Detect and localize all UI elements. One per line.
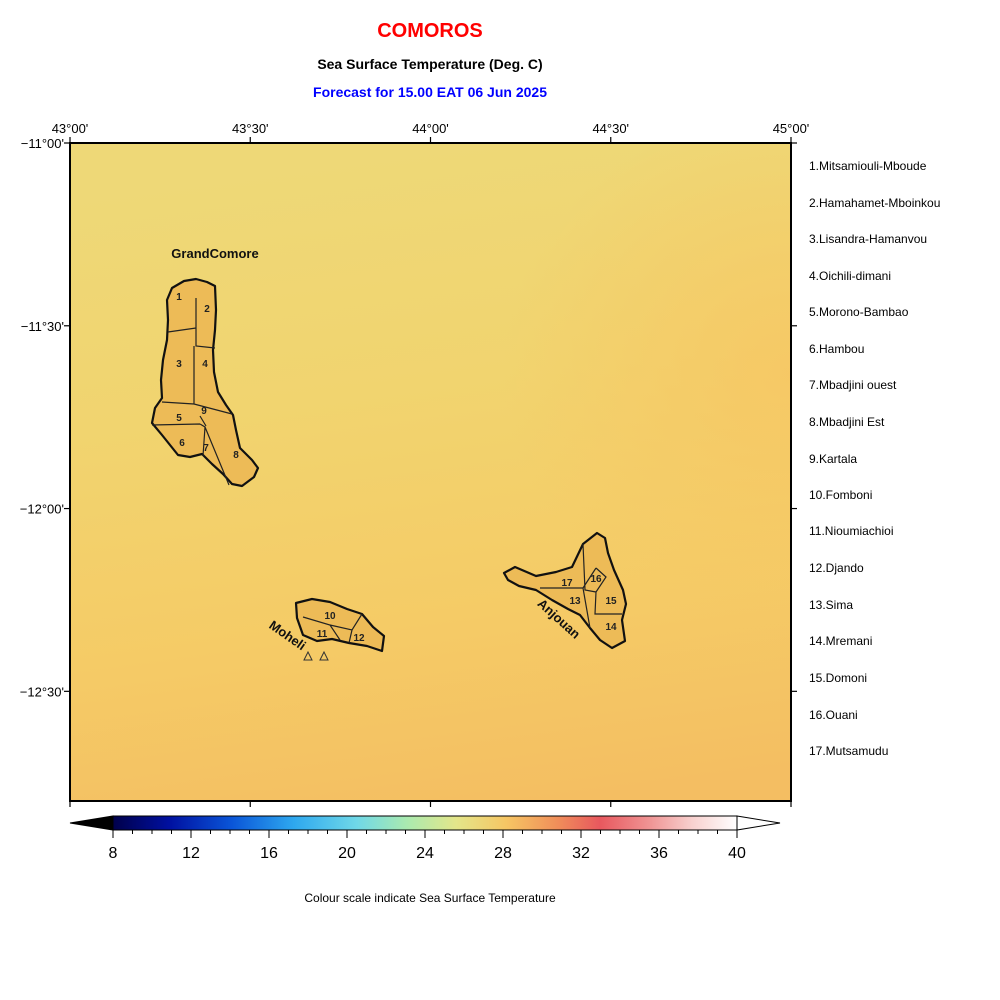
region-number: 10 <box>324 611 336 622</box>
legend-item: 15.Domoni <box>809 671 868 685</box>
colorbar: 8 12 16 20 24 28 32 36 40 <box>69 815 781 862</box>
region-number: 13 <box>569 596 581 607</box>
colorbar-tick-label: 20 <box>338 845 356 862</box>
legend-item: 17.Mutsamudu <box>809 744 889 758</box>
grand-comore-borders <box>151 298 233 486</box>
island-label-grandcomore: GrandComore <box>171 246 258 261</box>
lon-tick-label: 44°30' <box>592 121 629 136</box>
region-number: 16 <box>590 574 602 585</box>
moheli-islets <box>303 650 329 661</box>
lon-tick-label: 45°00' <box>773 121 810 136</box>
legend-item: 6.Hambou <box>809 342 865 356</box>
region-number: 2 <box>204 304 210 315</box>
region-number: 1 <box>176 292 182 303</box>
colorbar-high-arrow <box>736 815 781 831</box>
region-number: 8 <box>233 450 239 461</box>
region-number-labels: 1 2 3 4 5 6 7 8 9 10 11 12 13 14 15 16 1… <box>176 292 617 644</box>
anjouan-coast <box>502 531 628 650</box>
colorbar-tick-label: 32 <box>572 845 590 862</box>
lat-tick-label: −11°00' <box>21 136 64 151</box>
legend-item: 9.Kartala <box>809 452 858 466</box>
lon-tick-label: 44°00' <box>412 121 449 136</box>
colorbar-tick-label: 16 <box>260 845 278 862</box>
region-number: 11 <box>317 629 328 640</box>
colorbar-tick-label: 24 <box>416 845 434 862</box>
colorbar-tick-label: 40 <box>728 845 746 862</box>
anjouan-island[interactable] <box>502 531 628 650</box>
colorbar-labels: 8 12 16 20 24 28 32 36 40 <box>109 845 746 862</box>
moheli-coast <box>294 597 386 653</box>
colorbar-caption: Colour scale indicate Sea Surface Temper… <box>304 891 556 905</box>
legend-item: 7.Mbadjini ouest <box>809 378 897 392</box>
region-number: 7 <box>203 443 209 454</box>
region-number: 9 <box>201 406 207 417</box>
anjouan-borders <box>540 543 622 629</box>
legend-item: 14.Mremani <box>809 634 873 648</box>
axis-labels: 43°00' 43°30' 44°00' 44°30' 45°00' −11°00' −11… <box>20 121 810 699</box>
colorbar-tick-label: 8 <box>109 845 118 862</box>
legend-item: 11.Nioumiachioi <box>809 524 894 538</box>
legend-item: 12.Djando <box>809 561 864 575</box>
lat-tick-label: −11°30' <box>21 319 64 334</box>
legend-item: 3.Lisandra-Hamanvou <box>809 232 928 246</box>
legend-item: 8.Mbadjini Est <box>809 415 885 429</box>
region-number: 4 <box>202 359 208 370</box>
map-title: COMOROS <box>377 20 483 42</box>
legend-item: 2.Hamahamet-Mboinkou <box>809 196 941 210</box>
moheli-borders <box>302 613 363 644</box>
region-number: 5 <box>176 413 182 424</box>
axis-ticks <box>64 137 797 807</box>
map-subtitle: Sea Surface Temperature (Deg. C) <box>317 56 543 72</box>
lat-tick-label: −12°30' <box>20 684 64 699</box>
legend-item: 4.Oichili-dimani <box>809 269 892 283</box>
region-number: 12 <box>353 633 365 644</box>
legend-item: 13.Sima <box>809 598 854 612</box>
colorbar-tick-label: 12 <box>182 845 200 862</box>
lon-tick-label: 43°30' <box>232 121 269 136</box>
lat-tick-label: −12°00' <box>20 502 64 517</box>
region-number: 14 <box>605 622 617 633</box>
region-number: 17 <box>561 578 573 589</box>
colorbar-low-arrow <box>69 815 114 831</box>
colorbar-tick-label: 36 <box>650 845 668 862</box>
legend-item: 16.Ouani <box>809 708 858 722</box>
moheli-island[interactable] <box>294 597 386 661</box>
region-number: 15 <box>605 596 617 607</box>
legend-item: 5.Morono-Bambao <box>809 305 909 319</box>
colorbar-ticks <box>112 830 738 838</box>
grand-comore-island[interactable] <box>150 277 260 488</box>
legend-item: 10.Fomboni <box>809 488 873 502</box>
sea-warm-area <box>70 143 791 801</box>
colorbar-tick-label: 28 <box>494 845 512 862</box>
colorbar-ramp <box>112 815 738 831</box>
region-number: 3 <box>176 359 182 370</box>
region-number: 6 <box>179 438 185 449</box>
forecast-time: Forecast for 15.00 EAT 06 Jun 2025 <box>313 84 547 100</box>
legend-item: 1.Mitsamiouli-Mboude <box>809 159 927 173</box>
lon-tick-label: 43°00' <box>52 121 89 136</box>
